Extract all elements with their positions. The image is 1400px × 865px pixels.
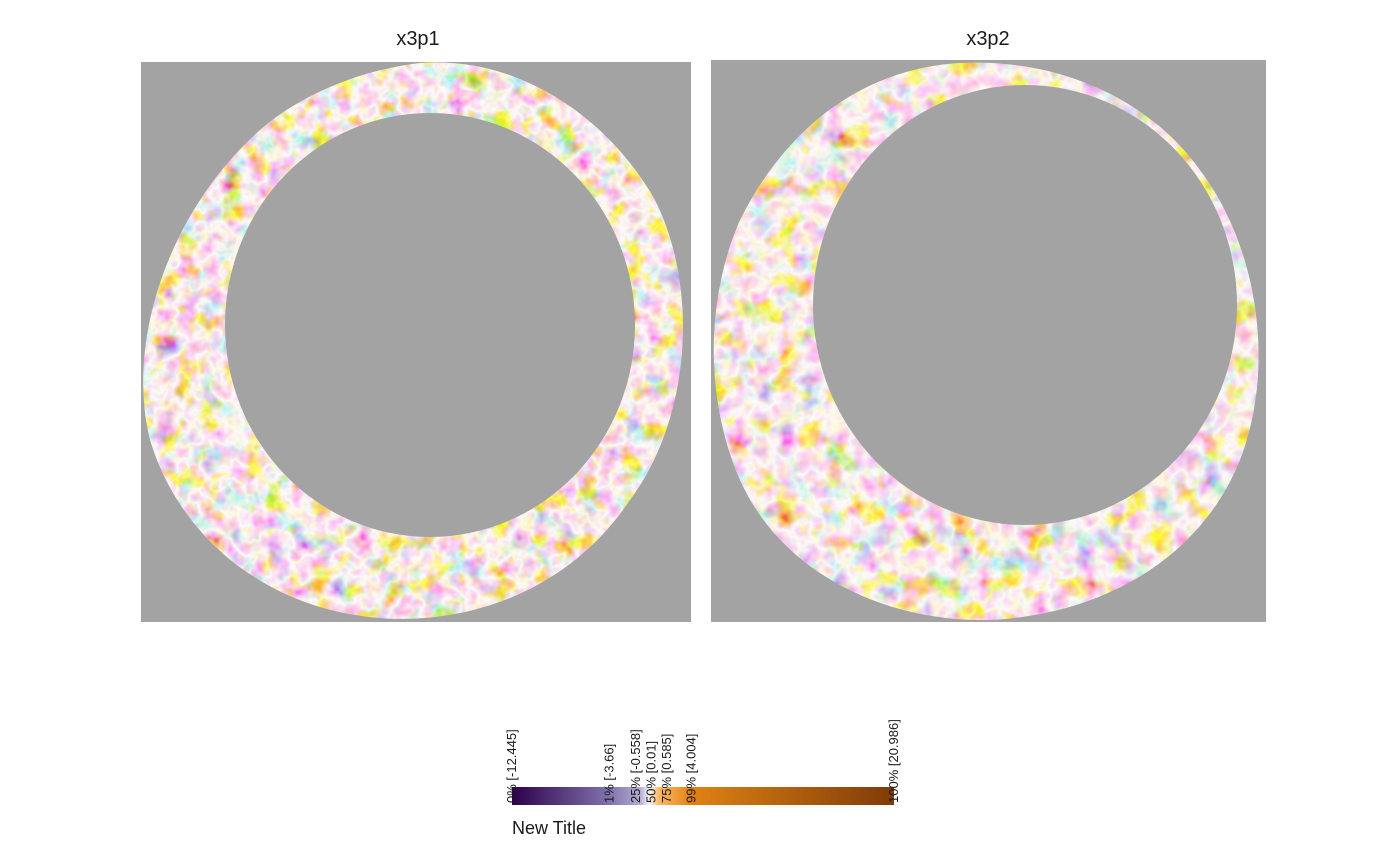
legend-title: New Title [512, 818, 586, 838]
colorbar [512, 787, 894, 805]
colorbar-tick-label: 25% [-0.558] [628, 729, 643, 803]
colorbar-tick-label: 1% [-3.66] [601, 744, 616, 803]
surface-heatmap-x3p2 [711, 60, 1266, 622]
panel-x3p1: x3p1 [141, 28, 691, 622]
colorbar-tick-label: 0% [-12.445] [504, 729, 519, 803]
panel-title-x3p2: x3p2 [966, 28, 1009, 50]
colorbar-tick-label: 50% [0.01] [644, 741, 659, 803]
colorbar-tick-label: 99% [4.004] [684, 734, 699, 803]
colorbar-legend: 0% [-12.445] 1% [-3.66] 25% [-0.558] 50% [0… [504, 719, 901, 838]
colorbar-ticks: 0% [-12.445] 1% [-3.66] 25% [-0.558] 50% [0… [504, 719, 901, 803]
panel-title-x3p1: x3p1 [396, 28, 439, 50]
panel-x3p2: x3p2 [711, 28, 1266, 622]
colorbar-tick-label: 100% [20.986] [886, 719, 901, 803]
surface-heatmap-x3p1 [141, 62, 691, 622]
colorbar-tick-label: 75% [0.585] [659, 734, 674, 803]
